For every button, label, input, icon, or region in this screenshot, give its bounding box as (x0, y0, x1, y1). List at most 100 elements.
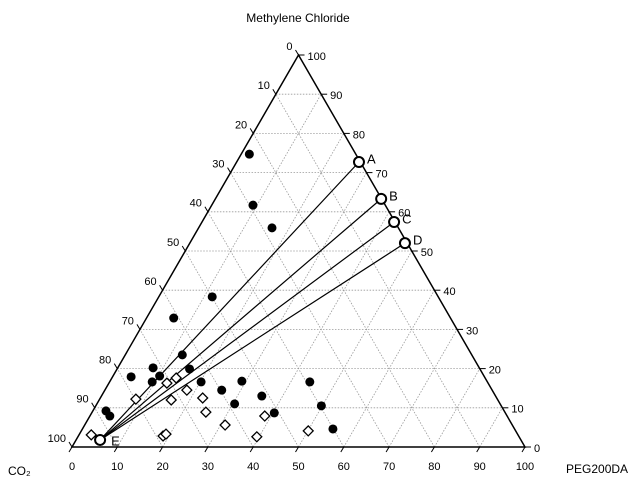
tick-mark (68, 446, 73, 453)
data-point (269, 408, 279, 418)
data-point (147, 377, 157, 387)
left-tick-label: 50 (167, 237, 179, 249)
grid-line (275, 93, 481, 448)
data-point (219, 419, 231, 431)
tick-mark (272, 88, 277, 95)
bottom-tick-label: 10 (111, 461, 123, 473)
data-point (302, 425, 315, 437)
right-tick-label: 20 (489, 365, 501, 377)
right-tick-label: 50 (421, 247, 433, 259)
right-tick-label: 70 (375, 169, 387, 181)
bottom-tick-label: 50 (292, 461, 304, 473)
grid-line (252, 133, 435, 448)
tie-origin (94, 433, 107, 446)
tick-mark (521, 446, 526, 453)
right-tick-label: 60 (398, 208, 410, 220)
tie-origin-label: E (111, 433, 120, 448)
bottom-tick-label: 60 (338, 461, 350, 473)
tie-end (352, 156, 365, 169)
tie-line (99, 242, 406, 441)
right-tick-label: 100 (308, 51, 326, 63)
data-point (230, 399, 240, 409)
data-point (170, 372, 183, 384)
tie-line (99, 161, 360, 441)
left-tick-label: 0 (286, 41, 292, 53)
tick-mark (249, 446, 254, 453)
data-point (328, 424, 338, 434)
tick-mark (159, 284, 164, 291)
left-tick-label: 60 (144, 276, 156, 288)
tick-mark (476, 446, 481, 453)
tick-mark (181, 245, 186, 252)
data-point (258, 410, 271, 422)
grid-line (139, 329, 209, 448)
tick-mark (113, 446, 118, 453)
tick-mark (295, 49, 299, 56)
triangle-frame (70, 53, 527, 448)
grid-line (479, 407, 503, 448)
bottom-tick-label: 90 (474, 461, 486, 473)
tick-mark (430, 446, 435, 453)
grid-line (388, 329, 458, 448)
tick-mark (91, 402, 96, 409)
grid-line (116, 368, 163, 448)
tick-mark (159, 446, 164, 453)
tick-mark (204, 206, 209, 213)
data-point (185, 364, 195, 374)
left-tick-label: 70 (122, 315, 134, 327)
tie-line (99, 221, 395, 441)
data-point (257, 391, 267, 401)
left-tick-label: 40 (190, 198, 202, 210)
tie-label: D (413, 233, 422, 248)
data-point (196, 392, 209, 404)
data-point (148, 363, 158, 373)
tie-end (375, 192, 388, 205)
tick-mark (385, 446, 390, 453)
data-point (196, 377, 206, 387)
bottom-tick-label: 30 (202, 461, 214, 473)
grid-line (230, 172, 390, 448)
bottom-tick-label: 0 (69, 461, 75, 473)
tie-label: C (402, 211, 411, 226)
data-point (160, 428, 172, 440)
left-tick-label: 30 (212, 159, 224, 171)
tick-mark (113, 363, 118, 369)
right-tick-label: 30 (466, 325, 478, 337)
data-point (207, 292, 217, 302)
tick-mark (68, 441, 73, 448)
left-tick-label: 20 (235, 119, 247, 131)
bottom-tick-label: 20 (156, 461, 168, 473)
data-point (169, 313, 179, 323)
right-tick-label: 90 (330, 90, 342, 102)
bottom-tick-label: 80 (428, 461, 440, 473)
tick-mark (340, 446, 345, 453)
tie-label: A (367, 151, 376, 166)
grid-line (207, 172, 367, 448)
tick-mark (227, 167, 231, 173)
chart-title: Methylene Chloride (246, 11, 350, 25)
bottom-tick-label: 70 (383, 461, 395, 473)
right-tick-label: 40 (443, 286, 455, 298)
right-tick-label: 80 (353, 129, 365, 141)
data-point (217, 385, 227, 395)
left-tick-label: 10 (258, 80, 270, 92)
data-point (180, 384, 193, 397)
left-tick-label: 80 (99, 355, 111, 367)
data-point (248, 200, 258, 210)
tick-mark (249, 128, 254, 134)
right-tick-label: 10 (511, 404, 523, 416)
data-point (237, 376, 247, 386)
right-tick-label: 0 (534, 443, 540, 455)
tick-mark (204, 446, 209, 453)
bottom-tick-label: 100 (516, 461, 534, 473)
right-corner-label: PEG200DA (566, 462, 628, 476)
left-tick-label: 90 (76, 394, 88, 406)
data-point (177, 350, 187, 360)
tie-label: B (389, 188, 398, 203)
tick-mark (295, 446, 299, 453)
tie-end (388, 215, 401, 228)
data-point (85, 428, 98, 441)
data-point (250, 430, 263, 443)
data-point (155, 371, 165, 381)
